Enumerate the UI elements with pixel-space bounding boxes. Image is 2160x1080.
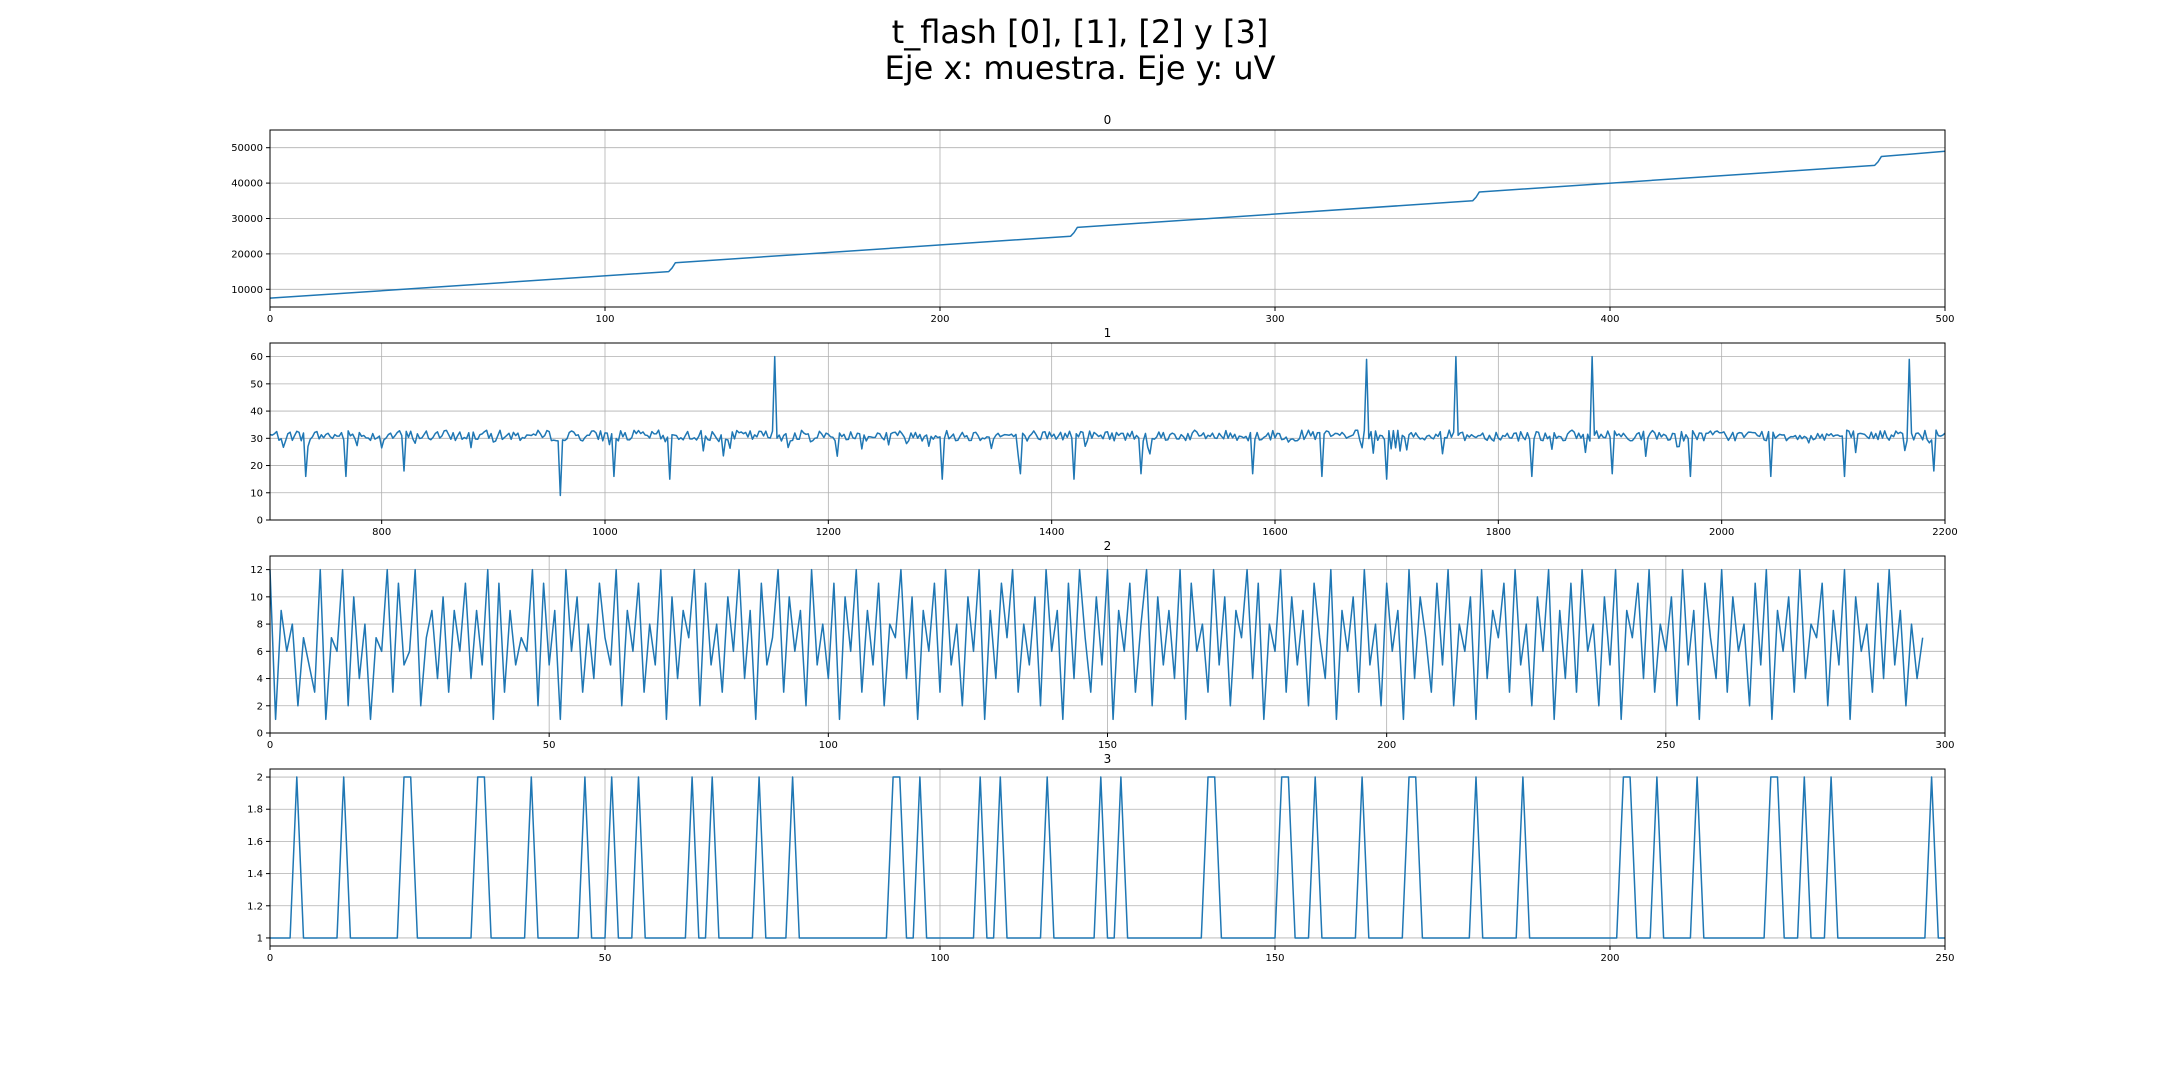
x-tick-label: 50 bbox=[543, 740, 556, 751]
y-tick-label: 50 bbox=[250, 379, 263, 390]
y-tick-label: 0 bbox=[257, 729, 263, 740]
y-tick-label: 20 bbox=[250, 461, 263, 472]
x-tick-label: 250 bbox=[1935, 953, 1954, 964]
x-tick-label: 300 bbox=[1935, 740, 1954, 751]
x-tick-label: 1600 bbox=[1262, 527, 1287, 538]
figure-title-line-1: t_flash [0], [1], [2] y [3] bbox=[891, 13, 1269, 51]
figure-title-line-2: Eje x: muestra. Eje y: uV bbox=[884, 49, 1276, 87]
y-tick-label: 2 bbox=[257, 701, 263, 712]
x-tick-label: 2200 bbox=[1932, 527, 1957, 538]
panel-2: 2 0 50 100 150 200 250 300 0 2 4 6 8 10 12 bbox=[250, 539, 1954, 751]
axes-frame bbox=[269, 342, 1946, 521]
x-tick-label: 100 bbox=[930, 953, 949, 964]
y-tick-label: 10 bbox=[250, 592, 263, 603]
panel-title: 3 bbox=[1104, 752, 1112, 766]
axes-frame bbox=[269, 555, 1946, 734]
y-tick-label: 20000 bbox=[231, 249, 263, 260]
y-tick-label: 50000 bbox=[231, 143, 263, 154]
y-tick-label: 2 bbox=[257, 773, 263, 784]
figure-title: t_flash [0], [1], [2] y [3] Eje x: muest… bbox=[0, 14, 2160, 86]
y-tick-label: 40 bbox=[250, 407, 263, 418]
panel-1: 1800 1000 1200 1400 1600 1800 2000 220001020304… bbox=[250, 326, 1957, 538]
y-tick-label: 4 bbox=[257, 674, 263, 685]
x-tick-label: 150 bbox=[1098, 740, 1117, 751]
y-tick-label: 30000 bbox=[231, 214, 263, 225]
panel-title: 1 bbox=[1104, 326, 1112, 340]
y-tick-label: 12 bbox=[250, 565, 263, 576]
y-tick-label: 10000 bbox=[231, 285, 263, 296]
series-line bbox=[269, 568, 1924, 721]
y-tick-label: 30 bbox=[250, 434, 263, 445]
x-tick-label: 0 bbox=[267, 314, 273, 325]
x-tick-label: 250 bbox=[1656, 740, 1675, 751]
y-tick-label: 1.4 bbox=[247, 869, 263, 880]
axes-frame bbox=[269, 768, 1946, 947]
y-tick-label: 1 bbox=[257, 933, 263, 944]
x-tick-label: 800 bbox=[372, 527, 391, 538]
x-tick-label: 300 bbox=[1265, 314, 1284, 325]
y-tick-label: 1.6 bbox=[247, 837, 263, 848]
y-tick-label: 0 bbox=[257, 516, 263, 527]
y-tick-label: 1.2 bbox=[247, 901, 263, 912]
series-line bbox=[269, 150, 1946, 299]
x-tick-label: 2000 bbox=[1709, 527, 1734, 538]
y-tick-label: 60 bbox=[250, 352, 263, 363]
panel-3: 3 0 50 100 150 200 250 1 1.2 1.4 1.6 1.8 2 bbox=[247, 752, 1954, 964]
x-tick-label: 1000 bbox=[592, 527, 617, 538]
y-tick-label: 10 bbox=[250, 488, 263, 499]
y-tick-label: 1.8 bbox=[247, 805, 263, 816]
y-tick-label: 40000 bbox=[231, 179, 263, 190]
series-line bbox=[270, 776, 1945, 939]
x-tick-label: 200 bbox=[930, 314, 949, 325]
x-tick-label: 1800 bbox=[1486, 527, 1511, 538]
x-tick-label: 0 bbox=[267, 740, 273, 751]
x-tick-label: 400 bbox=[1600, 314, 1619, 325]
y-tick-label: 8 bbox=[257, 620, 263, 631]
x-tick-label: 0 bbox=[267, 953, 273, 964]
panel-title: 0 bbox=[1104, 113, 1112, 127]
x-tick-label: 1400 bbox=[1039, 527, 1064, 538]
y-tick-label: 6 bbox=[257, 647, 263, 658]
panel-0: 0 0 100 200 300 400 500 10000 20000 30000 40000 500… bbox=[231, 113, 1954, 325]
x-tick-label: 100 bbox=[595, 314, 614, 325]
x-tick-label: 200 bbox=[1377, 740, 1396, 751]
x-tick-label: 500 bbox=[1935, 314, 1954, 325]
x-tick-label: 200 bbox=[1600, 953, 1619, 964]
x-tick-label: 100 bbox=[819, 740, 838, 751]
x-tick-label: 50 bbox=[599, 953, 612, 964]
axes-frame bbox=[269, 129, 1946, 308]
panel-title: 2 bbox=[1104, 539, 1112, 553]
x-tick-label: 150 bbox=[1265, 953, 1284, 964]
series-line bbox=[269, 355, 1946, 497]
x-tick-label: 1200 bbox=[816, 527, 841, 538]
